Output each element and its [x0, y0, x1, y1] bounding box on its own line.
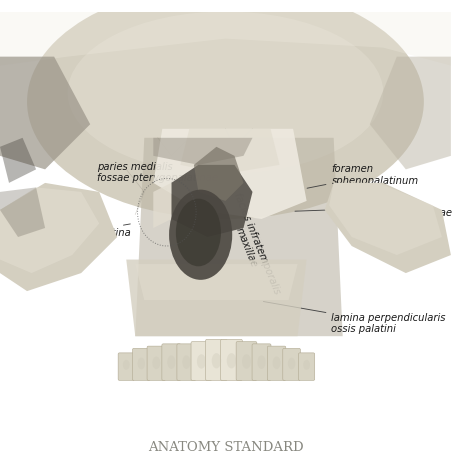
Ellipse shape	[212, 353, 221, 368]
Polygon shape	[370, 56, 451, 169]
Ellipse shape	[227, 353, 236, 368]
Polygon shape	[135, 138, 343, 336]
Ellipse shape	[197, 354, 206, 369]
Text: fossa pterygopalatina: fossa pterygopalatina	[22, 224, 130, 238]
Polygon shape	[0, 11, 451, 463]
Ellipse shape	[137, 357, 145, 369]
Polygon shape	[0, 56, 90, 169]
Polygon shape	[0, 11, 451, 66]
Ellipse shape	[152, 356, 160, 369]
Text: paries medialis
fossae pterygopalatinae: paries medialis fossae pterygopalatinae	[97, 162, 218, 190]
FancyBboxPatch shape	[267, 346, 286, 381]
FancyBboxPatch shape	[118, 353, 134, 381]
Polygon shape	[153, 138, 253, 165]
Ellipse shape	[169, 190, 232, 280]
Text: paries anterior
fossae pterygopalatinae: paries anterior fossae pterygopalatinae	[295, 197, 452, 219]
FancyBboxPatch shape	[299, 353, 315, 381]
Polygon shape	[329, 183, 442, 255]
Polygon shape	[0, 187, 45, 237]
FancyBboxPatch shape	[236, 342, 257, 381]
Ellipse shape	[182, 356, 191, 369]
Polygon shape	[325, 183, 451, 273]
FancyBboxPatch shape	[283, 348, 301, 381]
Ellipse shape	[273, 356, 281, 369]
FancyBboxPatch shape	[177, 344, 196, 381]
FancyBboxPatch shape	[147, 346, 165, 381]
Ellipse shape	[123, 360, 129, 370]
Ellipse shape	[303, 360, 310, 370]
Ellipse shape	[176, 199, 221, 266]
Polygon shape	[153, 129, 307, 219]
FancyBboxPatch shape	[191, 342, 212, 381]
Polygon shape	[153, 183, 171, 228]
Ellipse shape	[167, 356, 175, 369]
FancyBboxPatch shape	[220, 339, 242, 381]
FancyBboxPatch shape	[162, 344, 181, 381]
FancyBboxPatch shape	[133, 348, 150, 381]
Polygon shape	[171, 165, 253, 237]
Ellipse shape	[288, 357, 295, 369]
Polygon shape	[0, 187, 99, 273]
Text: foramen
sphenopalatinum: foramen sphenopalatinum	[307, 164, 419, 188]
Polygon shape	[0, 138, 36, 183]
Polygon shape	[0, 183, 117, 291]
Ellipse shape	[68, 11, 383, 174]
Text: facies infratemporalis
maxillae: facies infratemporalis maxillae	[221, 191, 282, 300]
Ellipse shape	[242, 354, 251, 369]
Ellipse shape	[257, 356, 265, 369]
Ellipse shape	[27, 0, 424, 219]
FancyBboxPatch shape	[206, 339, 227, 381]
Polygon shape	[135, 264, 298, 300]
Text: lamina perpendicularis
ossis palatini: lamina perpendicularis ossis palatini	[264, 301, 446, 334]
Polygon shape	[194, 147, 244, 201]
Polygon shape	[126, 260, 307, 336]
Text: ANATOMY STANDARD: ANATOMY STANDARD	[147, 441, 303, 454]
Polygon shape	[181, 129, 280, 174]
FancyBboxPatch shape	[252, 344, 271, 381]
